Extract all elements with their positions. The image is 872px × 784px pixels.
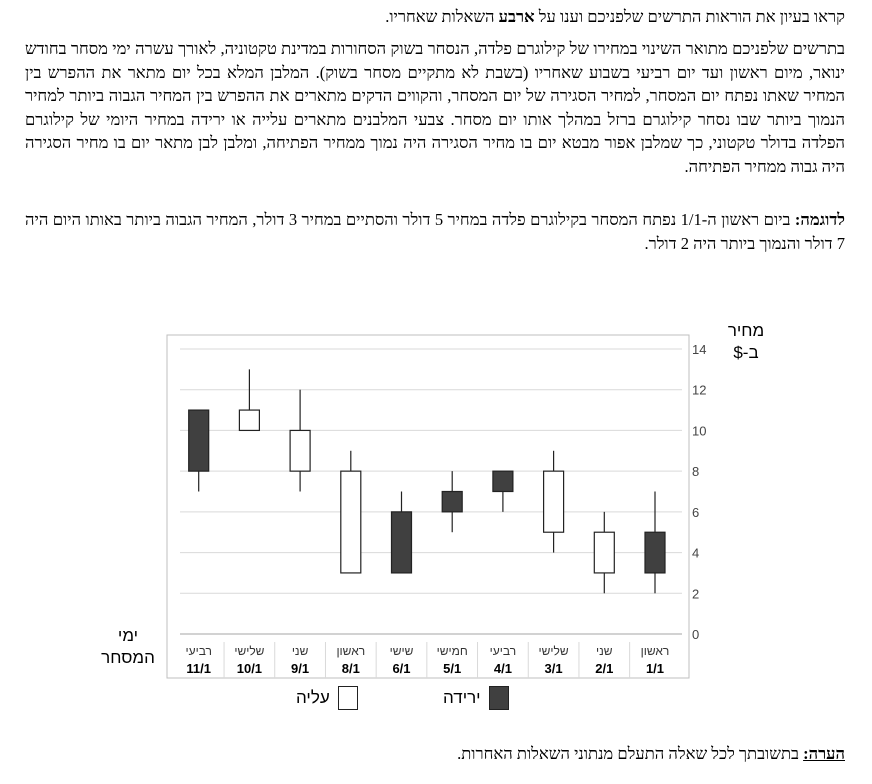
candle-body (188, 409, 210, 472)
x-tick-day: שני (596, 644, 613, 658)
y-tick-label: 10 (692, 423, 706, 438)
note-line: הערה: בתשובתך לכל שאלה התעלם מנתוני השאל… (25, 742, 845, 766)
y-axis-label: מחיר ב-$ (727, 321, 765, 362)
x-tick-day: רביעי (490, 644, 516, 658)
x-axis-label: ימי המסחר (101, 626, 155, 667)
intro-text: קראו בעיון את הוראות התרשים שלפניכם וענו… (534, 7, 845, 26)
x-tick-date: 10/1 (237, 661, 262, 676)
candle-body (593, 531, 615, 574)
x-tick-day: שלישי (234, 644, 264, 658)
x-tick-day: ראשון (336, 644, 365, 658)
x-tick-day: רביעי (185, 644, 211, 658)
x-tick-day: ראשון (641, 644, 670, 658)
x-tick-day: שלישי (539, 644, 569, 658)
y-tick-label: 2 (692, 586, 699, 601)
x-categories: ראשון 1/1 שני 2/1 שלישי 3/1 רביעי 4/1 חמישי 5/1 שי… (185, 642, 669, 678)
example-paragraph: לדוגמה: ביום ראשון ה-1/1 נפתח המסחר בקיל… (25, 208, 845, 255)
note-label: הערה: (803, 744, 845, 763)
y-ticks: 0 2 4 6 8 10 12 14 (692, 342, 706, 642)
x-tick-date: 6/1 (392, 661, 410, 676)
legend-down-swatch (488, 686, 509, 710)
candlestick-chart: ראשון 1/1 שני 2/1 שלישי 3/1 רביעי 4/1 חמישי 5/1 שי… (166, 334, 706, 679)
example-label: לדוגמה: (794, 210, 845, 229)
x-tick-date: 11/1 (186, 661, 211, 676)
candle-body (390, 511, 413, 574)
y-tick-label: 14 (692, 342, 706, 357)
candle-body (492, 470, 514, 493)
x-tick-date: 2/1 (595, 661, 613, 676)
legend-up-label: עליה (296, 688, 330, 707)
gridlines (180, 348, 682, 635)
candle-body (542, 470, 565, 533)
example-text: ביום ראשון ה-1/1 נפתח המסחר בקילוגרם פלד… (25, 210, 845, 253)
legend-down: ירידה (443, 686, 509, 710)
x-tick-day: שישי (390, 644, 414, 658)
x-tick-date: 9/1 (291, 661, 309, 676)
x-tick-date: 4/1 (494, 661, 512, 676)
note-text: בתשובתך לכל שאלה התעלם מנתוני השאלות האח… (457, 744, 804, 763)
legend-down-label: ירידה (443, 688, 481, 707)
description-paragraph: בתרשים שלפניכם מתואר השינוי במחירו של קי… (25, 39, 845, 176)
x-tick-date: 1/1 (646, 661, 664, 676)
candles (188, 369, 666, 594)
candle-body (441, 490, 463, 513)
plot-frame (166, 334, 690, 679)
y-tick-label: 12 (692, 383, 706, 398)
candle-body (238, 409, 260, 432)
legend-up-swatch (337, 686, 358, 710)
intro-line: קראו בעיון את הוראות התרשים שלפניכם וענו… (25, 5, 845, 29)
intro-text-end: השאלות שאחריו. (385, 7, 499, 26)
y-tick-label: 8 (692, 464, 699, 479)
candle-body (644, 531, 666, 574)
candle-body (289, 429, 311, 472)
y-tick-label: 0 (692, 627, 699, 642)
x-tick-day: חמישי (437, 644, 468, 658)
x-tick-date: 5/1 (443, 661, 461, 676)
x-tick-date: 3/1 (545, 661, 563, 676)
candle-body (340, 470, 362, 574)
y-tick-label: 4 (692, 546, 699, 561)
legend-up: עליה (296, 686, 358, 710)
intro-bold: ארבע (498, 7, 535, 26)
x-tick-day: שני (292, 644, 309, 658)
x-tick-date: 8/1 (342, 661, 360, 676)
y-tick-label: 6 (692, 505, 699, 520)
